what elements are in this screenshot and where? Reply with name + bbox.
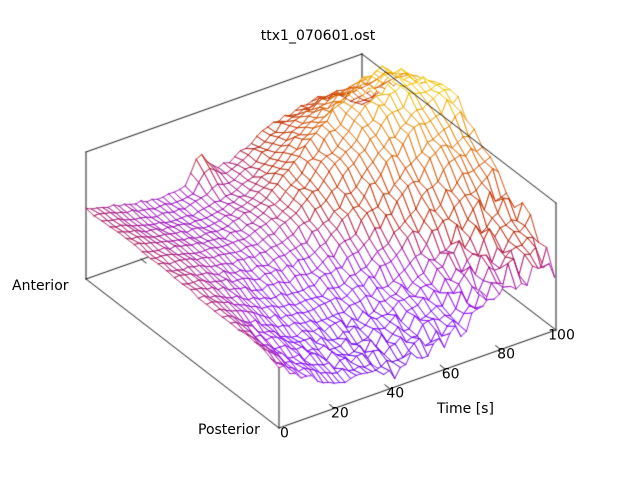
x-tick-label: 40 xyxy=(386,385,405,402)
x-tick-label: 20 xyxy=(330,405,349,422)
y-axis-label-anterior: Anterior xyxy=(12,278,69,294)
x-tick-label: 0 xyxy=(280,424,289,441)
x-axis-title: Time [s] xyxy=(437,401,494,417)
plot-title: ttx1_070601.ost xyxy=(260,28,376,44)
x-tick-label: 100 xyxy=(548,326,575,343)
y-axis-label-posterior: Posterior xyxy=(198,422,260,438)
x-tick-label: 60 xyxy=(441,365,460,382)
x-tick-label: 80 xyxy=(497,346,516,363)
